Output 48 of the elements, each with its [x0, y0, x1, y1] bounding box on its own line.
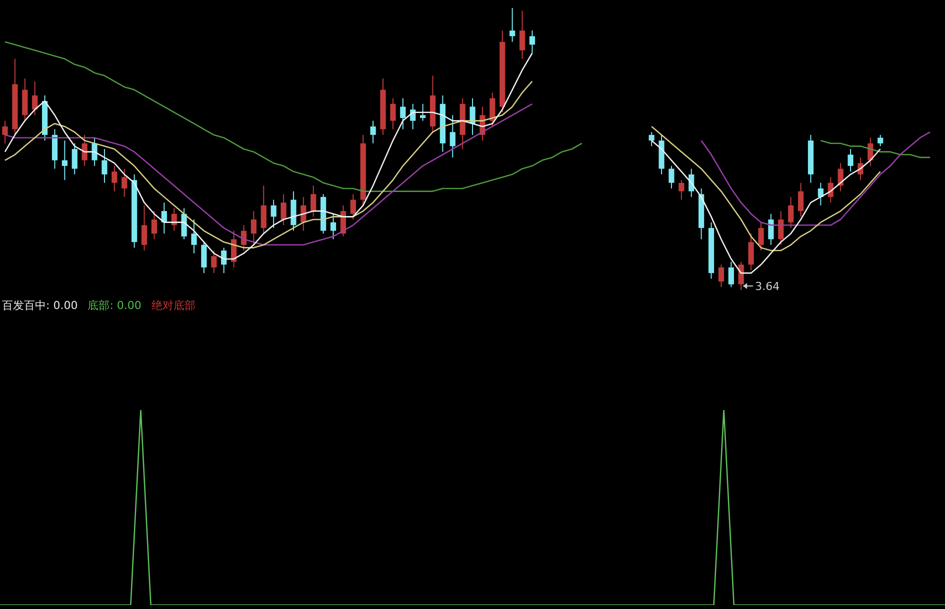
candlestick [310, 185, 316, 218]
candlestick [280, 194, 286, 226]
candlestick [191, 219, 197, 254]
candlestick [878, 134, 884, 147]
candlestick [490, 92, 496, 127]
candlestick [788, 196, 794, 228]
candlestick [758, 222, 764, 252]
candlestick [420, 103, 426, 122]
candlestick [450, 114, 456, 158]
candlestick [270, 199, 276, 228]
candlestick [678, 180, 684, 200]
candlestick [778, 210, 784, 246]
candlestick [201, 242, 207, 274]
candlestick [211, 250, 217, 274]
candlestick [470, 98, 476, 136]
candlestick [250, 210, 256, 246]
text: 百发百中: 0.00 [2, 298, 78, 313]
text: 绝对底部 [151, 298, 196, 313]
candlestick [668, 165, 674, 189]
candlestick [260, 185, 266, 234]
candlestick [848, 148, 854, 172]
candlestick [92, 137, 98, 166]
candlestick [72, 142, 78, 175]
candlestick [370, 120, 376, 144]
text: 底部: 0.00 [88, 298, 142, 313]
candlestick [400, 98, 406, 130]
candlestick [510, 8, 516, 42]
candlestick [728, 261, 734, 288]
candlestick [519, 10, 526, 60]
candlestick [350, 194, 356, 220]
candlestick [122, 168, 128, 198]
candlestick [2, 120, 8, 144]
candlestick [390, 98, 396, 130]
candlestick [330, 213, 336, 240]
candlestick [718, 264, 724, 288]
candlestick [768, 213, 774, 246]
candlestick [529, 30, 536, 54]
candlestick [32, 80, 38, 116]
candlestick [102, 148, 108, 184]
candlestick [151, 210, 158, 240]
candlestick [82, 134, 88, 166]
candlestick [748, 233, 754, 271]
candlestick [112, 165, 118, 192]
candlestick [141, 204, 148, 252]
annotation: 3.64 [755, 280, 780, 293]
candlestick [648, 132, 654, 147]
candlestick [798, 182, 804, 218]
candlestick [62, 140, 68, 181]
